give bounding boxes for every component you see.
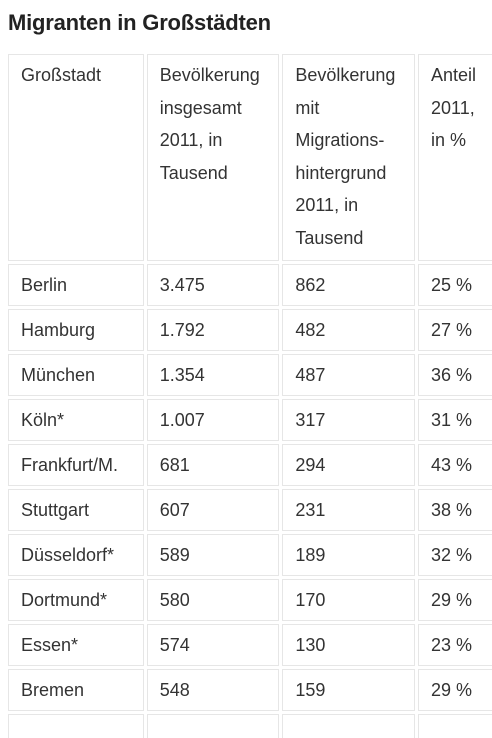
cell-population-migrant: 482 — [282, 309, 416, 351]
cell-population-total: 548 — [146, 669, 280, 711]
cell-empty — [8, 714, 144, 738]
header-city: Großstadt — [8, 54, 144, 261]
cell-population-migrant: 159 — [282, 669, 416, 711]
header-population-total: Bevölkerung insgesamt 2011, in Tausend — [146, 54, 280, 261]
cell-share: 23 % — [418, 624, 492, 666]
cell-population-total: 589 — [146, 534, 280, 576]
header-share: Anteil 2011, in % — [418, 54, 492, 261]
cell-share: 36 % — [418, 354, 492, 396]
cell-population-total: 1.792 — [146, 309, 280, 351]
cell-city: Hamburg — [8, 309, 144, 351]
header-population-migrant: Bevölkerung mit Migrations-hintergrund 2… — [282, 54, 416, 261]
cell-population-migrant: 294 — [282, 444, 416, 486]
cell-empty — [146, 714, 280, 738]
cell-population-total: 1.354 — [146, 354, 280, 396]
table-row: Frankfurt/M. 681 294 43 % — [8, 444, 492, 486]
table-row: Bremen 548 159 29 % — [8, 669, 492, 711]
cell-city: Köln* — [8, 399, 144, 441]
table-row: Essen* 574 130 23 % — [8, 624, 492, 666]
cell-city: München — [8, 354, 144, 396]
cell-share: 29 % — [418, 579, 492, 621]
cell-population-total: 580 — [146, 579, 280, 621]
cell-city: Berlin — [8, 264, 144, 306]
cell-population-migrant: 231 — [282, 489, 416, 531]
cell-population-migrant: 189 — [282, 534, 416, 576]
cell-city: Frankfurt/M. — [8, 444, 144, 486]
cell-share: 25 % — [418, 264, 492, 306]
cell-city: Bremen — [8, 669, 144, 711]
table-row-partial — [8, 714, 492, 738]
cell-city: Dortmund* — [8, 579, 144, 621]
table-row: Köln* 1.007 317 31 % — [8, 399, 492, 441]
cell-population-migrant: 130 — [282, 624, 416, 666]
table-row: Stuttgart 607 231 38 % — [8, 489, 492, 531]
table-row: Hamburg 1.792 482 27 % — [8, 309, 492, 351]
cell-share: 43 % — [418, 444, 492, 486]
cell-share: 31 % — [418, 399, 492, 441]
cell-population-migrant: 862 — [282, 264, 416, 306]
cell-city: Düsseldorf* — [8, 534, 144, 576]
cell-city: Stuttgart — [8, 489, 144, 531]
page-title: Migranten in Großstädten — [8, 10, 271, 35]
cell-population-total: 574 — [146, 624, 280, 666]
cell-share: 32 % — [418, 534, 492, 576]
cell-share: 38 % — [418, 489, 492, 531]
table-row: Dortmund* 580 170 29 % — [8, 579, 492, 621]
cell-population-migrant: 170 — [282, 579, 416, 621]
migrant-table: Großstadt Bevölkerung insgesamt 2011, in… — [8, 52, 492, 738]
table-row: Berlin 3.475 862 25 % — [8, 264, 492, 306]
cell-population-total: 681 — [146, 444, 280, 486]
cell-city: Essen* — [8, 624, 144, 666]
cell-population-total: 1.007 — [146, 399, 280, 441]
table-row: Düsseldorf* 589 189 32 % — [8, 534, 492, 576]
cell-share: 27 % — [418, 309, 492, 351]
table-row: München 1.354 487 36 % — [8, 354, 492, 396]
cell-population-migrant: 487 — [282, 354, 416, 396]
table-header-row: Großstadt Bevölkerung insgesamt 2011, in… — [8, 54, 492, 261]
cell-empty — [282, 714, 416, 738]
cell-population-total: 607 — [146, 489, 280, 531]
cell-share: 29 % — [418, 669, 492, 711]
cell-empty — [418, 714, 492, 738]
migrant-table-container: Großstadt Bevölkerung insgesamt 2011, in… — [8, 52, 492, 738]
cell-population-total: 3.475 — [146, 264, 280, 306]
cell-population-migrant: 317 — [282, 399, 416, 441]
